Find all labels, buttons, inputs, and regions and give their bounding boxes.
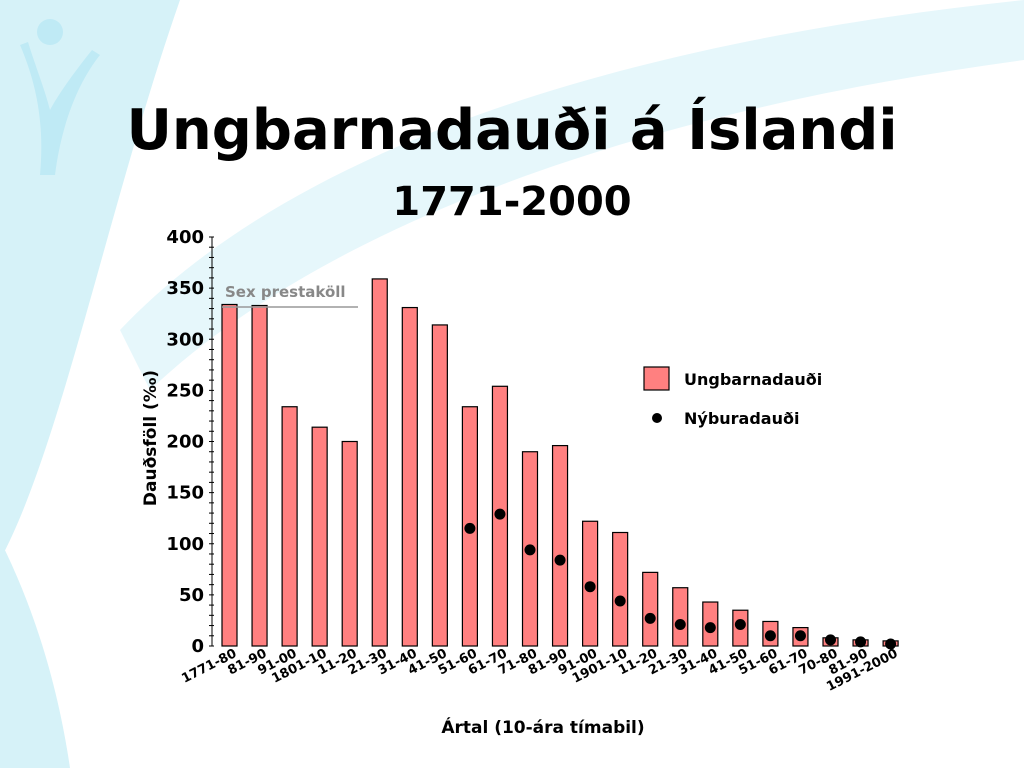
legend-dot-label: Nýburadauði <box>684 409 799 428</box>
bar <box>672 587 689 647</box>
x-axis-label: Ártal (10-ára tímabil) <box>441 716 644 738</box>
y-tick-label: 150 <box>166 483 204 504</box>
dot-point <box>885 638 897 650</box>
bar <box>642 571 659 647</box>
background-swoosh-edge <box>0 540 70 768</box>
slide-title: Ungbarnadauði á Íslandi <box>126 98 898 163</box>
y-tick-label: 0 <box>191 636 204 657</box>
slide-subtitle: 1771-2000 <box>392 179 632 225</box>
bar <box>251 304 268 647</box>
y-tick-label: 350 <box>166 278 204 299</box>
y-tick-label: 300 <box>166 329 204 350</box>
dot-point <box>524 544 536 556</box>
dot-point <box>674 619 686 631</box>
legend-bar-swatch <box>643 366 670 391</box>
y-tick-label: 400 <box>166 227 204 248</box>
dot-point <box>554 554 566 566</box>
dot-point <box>764 630 776 642</box>
legend-bar-label: Ungbarnadauði <box>684 370 822 389</box>
dot-series <box>464 508 897 650</box>
x-tick-labels: 1771-8081-9091-001801-1011-2021-3031-404… <box>179 646 900 695</box>
dot-point <box>644 612 656 624</box>
y-axis-label: Dauðsföll (‰) <box>141 370 161 506</box>
y-tick-label: 200 <box>166 432 204 453</box>
logo-figure <box>20 19 100 175</box>
bar-series <box>221 278 899 647</box>
bar <box>401 306 418 647</box>
bar <box>341 440 358 647</box>
dot-point <box>794 630 806 642</box>
legend: Ungbarnadauði Nýburadauði <box>643 366 822 428</box>
bar <box>281 406 298 647</box>
bar <box>221 303 238 647</box>
y-axis: 0 50 100 150 200 250 300 350 400 <box>166 227 214 657</box>
y-tick-label: 100 <box>166 534 204 555</box>
dot-point <box>855 636 867 648</box>
bar <box>431 324 448 647</box>
logo-body <box>20 42 100 175</box>
dot-point <box>614 595 626 607</box>
dot-point <box>464 522 476 534</box>
bar <box>311 426 328 647</box>
dot-point <box>825 634 836 646</box>
bar <box>371 278 388 647</box>
dot-point <box>704 622 716 634</box>
y-tick-label: 250 <box>166 380 204 401</box>
background-swoosh-band <box>120 0 1024 390</box>
dot-point <box>584 581 596 593</box>
dot-point <box>494 508 506 520</box>
bar <box>551 444 569 647</box>
dot-point <box>734 619 746 631</box>
bar <box>612 531 629 647</box>
annotation-label: Sex prestaköll <box>225 283 346 301</box>
logo-head <box>37 19 63 45</box>
annotation: Sex prestaköll <box>222 283 358 308</box>
legend-dot-marker <box>652 413 662 423</box>
y-tick-label: 50 <box>179 585 204 606</box>
